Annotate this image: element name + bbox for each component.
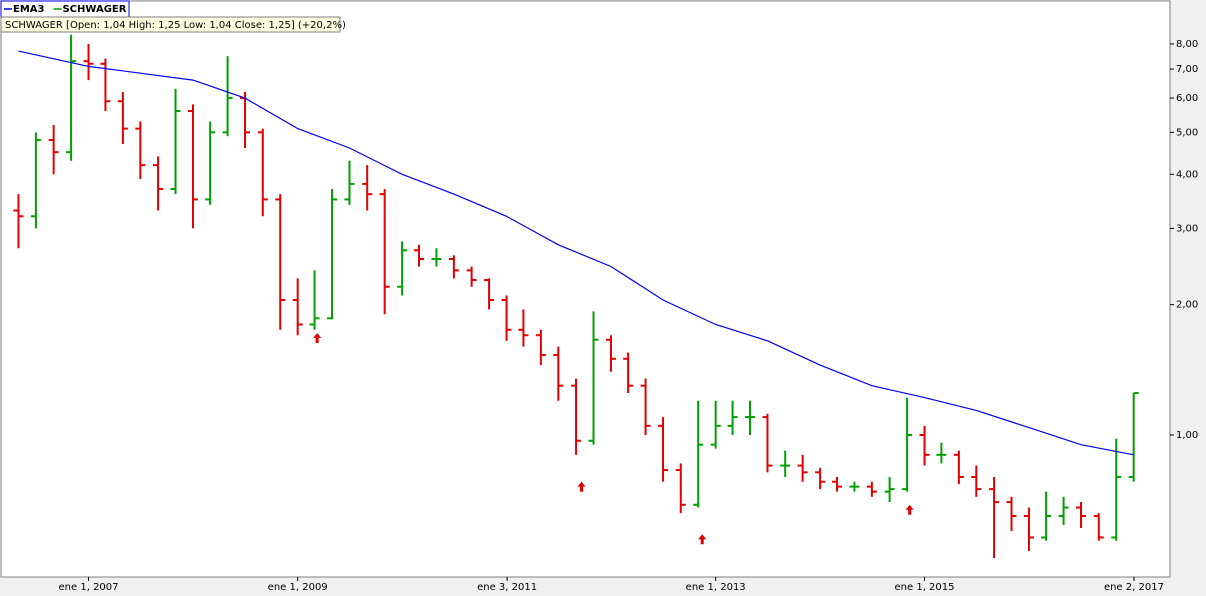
ohlc-bar <box>588 311 599 445</box>
signal-arrow <box>577 481 586 492</box>
ohlc-bar <box>518 309 529 347</box>
ohlc-bar <box>292 278 303 336</box>
ohlc-bar <box>1076 502 1087 528</box>
ohlc-bar <box>884 476 895 503</box>
ohlc-bar <box>1093 513 1104 541</box>
y-tick-label: 2,00 <box>1176 300 1198 311</box>
ohlc-bar <box>919 425 930 466</box>
ohlc-bar <box>1058 496 1069 525</box>
x-tick-label: ene 1, 2009 <box>268 582 328 593</box>
ohlc-bar <box>309 270 320 330</box>
legend: EMA3 SCHWAGER <box>0 0 130 18</box>
ohlc-bar <box>1128 392 1139 482</box>
ohlc-bar <box>135 121 146 180</box>
ohlc-bar <box>605 335 616 372</box>
ohlc-bar <box>675 463 686 514</box>
ohlc-bar <box>187 104 198 229</box>
y-tick-label: 4,00 <box>1176 169 1198 180</box>
ohlc-bar <box>553 346 564 401</box>
ema-line <box>18 50 1134 456</box>
ohlc-bar <box>327 188 338 320</box>
ohlc-bar <box>571 378 582 455</box>
ohlc-bar <box>153 156 164 211</box>
ohlc-bar <box>902 397 913 492</box>
ohlc-bar <box>623 352 634 394</box>
ohlc-bar <box>362 165 373 211</box>
ohlc-bar <box>379 188 390 315</box>
ohlc-bar <box>222 56 233 137</box>
ohlc-bar <box>866 481 877 497</box>
ohlc-bar <box>535 329 546 366</box>
x-tick-label: ene 3, 2011 <box>477 582 537 593</box>
ohlc-bar <box>30 132 41 229</box>
legend-label: EMA3 <box>13 4 45 15</box>
ohlc-bar <box>66 34 77 161</box>
x-tick-label: ene 1, 2013 <box>686 582 746 593</box>
plot-area <box>0 0 1171 578</box>
signal-arrow <box>313 333 322 344</box>
ohlc-bar <box>170 88 181 195</box>
x-tick-label: ene 2, 2017 <box>1104 582 1164 593</box>
ohlc-bar <box>780 450 791 477</box>
ohlc-bar <box>344 160 355 205</box>
ohlc-bar <box>13 194 24 249</box>
ohlc-bar <box>1111 438 1122 541</box>
info-box <box>0 16 341 33</box>
ohlc-bar <box>275 194 286 330</box>
ohlc-bar <box>745 400 756 436</box>
signal-arrow <box>698 534 707 545</box>
x-tick-label: ene 1, 2007 <box>59 582 119 593</box>
ohlc-bar <box>831 476 842 492</box>
ohlc-bar <box>849 481 860 492</box>
ohlc-bar <box>693 400 704 508</box>
ohlc-bar <box>1041 491 1052 541</box>
ohlc-bar <box>1006 496 1017 532</box>
ohlc-bar <box>484 278 495 310</box>
ohlc-bar <box>257 128 268 217</box>
ohlc-bar <box>83 43 94 81</box>
ohlc-bar <box>797 454 808 482</box>
ohlc-bar <box>448 255 459 279</box>
ohlc-bar <box>501 295 512 341</box>
ohlc-bar <box>815 467 826 490</box>
y-tick-label: 1,00 <box>1176 430 1198 441</box>
ohlc-bar <box>710 400 721 449</box>
ohlc-bar <box>397 241 408 296</box>
ohlc-bar <box>1023 507 1034 551</box>
ohlc-bar <box>989 476 1000 558</box>
ohlc-bar <box>971 465 982 497</box>
ohlc-bar <box>100 58 111 112</box>
ohlc-bar <box>466 266 477 287</box>
ohlc-bar <box>117 91 128 144</box>
ohlc-bar <box>953 450 964 485</box>
ohlc-bar <box>205 121 216 205</box>
y-tick-label: 5,00 <box>1176 127 1198 138</box>
info-text: SCHWAGER [Open: 1,04 High: 1,25 Low: 1,0… <box>5 20 346 31</box>
signal-arrow <box>905 504 914 515</box>
x-tick-label: ene 1, 2015 <box>895 582 955 593</box>
ohlc-bar <box>762 413 773 473</box>
y-tick-label: 3,00 <box>1176 223 1198 234</box>
ohlc-bar <box>431 248 442 267</box>
y-tick-label: 7,00 <box>1176 64 1198 75</box>
legend-label: SCHWAGER <box>62 4 126 15</box>
ohlc-bar <box>936 442 947 464</box>
ohlc-bar <box>658 417 669 482</box>
ohlc-bar <box>413 244 424 267</box>
ohlc-bar <box>48 124 59 175</box>
ohlc-bar <box>727 400 738 436</box>
y-tick-label: 8,00 <box>1176 39 1198 50</box>
y-tick-label: 6,00 <box>1176 93 1198 104</box>
ohlc-bar <box>640 378 651 436</box>
